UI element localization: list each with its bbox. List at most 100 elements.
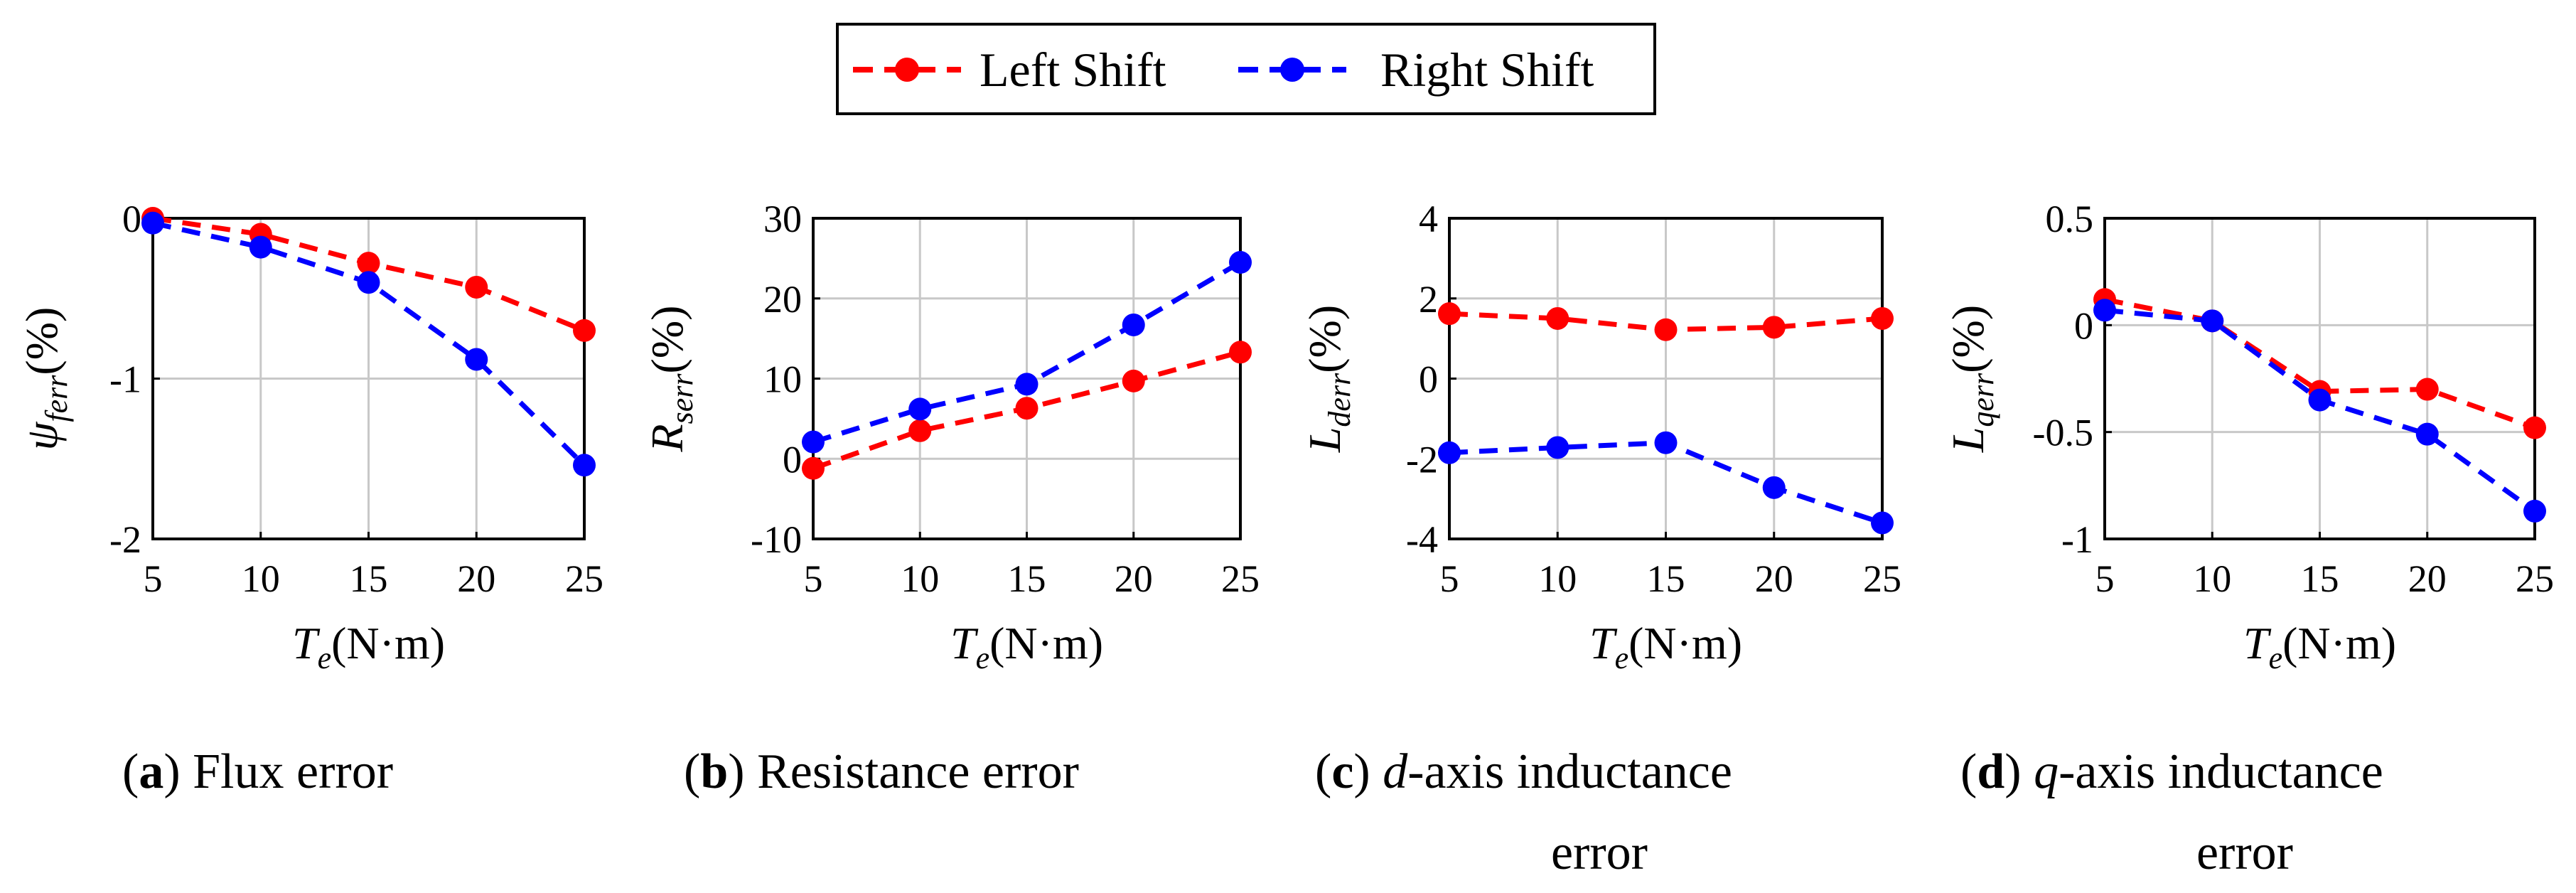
xaxis-label-b: Te(N·m)	[950, 618, 1103, 675]
yaxis-label-c: Lderr(%)	[1299, 305, 1357, 453]
ytick-label-d-0: -1	[2061, 518, 2093, 561]
point-right-shift-d-2	[2308, 388, 2331, 412]
xaxis-label-main-c: T	[1589, 618, 1618, 668]
point-left-shift-c-0	[1438, 302, 1461, 326]
point-right-shift-d-4	[2523, 499, 2546, 523]
caption-text-c: -axis inductance	[1407, 744, 1732, 799]
caption-paren-open-c: (	[1315, 744, 1331, 799]
xtick-label-b-4: 25	[1221, 557, 1260, 600]
xtick-label-a-4: 25	[565, 557, 603, 600]
yaxis-label-unit-d: (%)	[1943, 305, 1993, 373]
caption-a: (a) Flux error	[122, 744, 393, 799]
xtick-label-c-2: 15	[1647, 557, 1685, 600]
xaxis-label-d: Te(N·m)	[2243, 618, 2396, 675]
yaxis-label-main-d: L	[1943, 427, 1993, 454]
point-right-shift-c-4	[1871, 511, 1894, 535]
series-line-left-shift-d	[2104, 296, 2536, 430]
ytick-label-b-2: 10	[763, 358, 802, 401]
caption-b: (b) Resistance error	[684, 744, 1079, 799]
yaxis-label-unit-a: (%)	[16, 307, 67, 375]
point-right-shift-a-2	[357, 271, 380, 294]
caption-line2-c: error	[1551, 825, 1648, 880]
caption-paren-close-a: )	[163, 744, 193, 799]
yaxis-label-sub-a: ferr	[39, 375, 74, 422]
ytick-label-a-2: 0	[122, 198, 141, 240]
yaxis-label-d: Lqerr(%)	[1943, 305, 2000, 453]
point-left-shift-c-1	[1546, 306, 1569, 330]
point-left-shift-c-2	[1654, 318, 1678, 341]
xtick-label-d-4: 25	[2516, 557, 2554, 600]
point-right-shift-c-1	[1546, 436, 1569, 459]
caption-line2-d: error	[2196, 825, 2293, 880]
xaxis-label-unit-b: (N·m)	[989, 618, 1103, 668]
xaxis-label-sub-a: e	[318, 641, 332, 675]
point-right-shift-c-3	[1762, 476, 1786, 499]
yaxis-label-a: ψferr(%)	[16, 307, 74, 451]
ytick-label-b-4: 30	[763, 198, 802, 240]
point-right-shift-a-3	[465, 348, 488, 371]
caption-italic-c: d	[1383, 744, 1408, 799]
yaxis-label-b: Rserr(%)	[642, 306, 699, 453]
ytick-label-b-1: 0	[783, 438, 802, 481]
xaxis-label-unit-d: (N·m)	[2282, 618, 2396, 668]
ytick-label-b-0: -10	[751, 518, 802, 561]
yaxis-label-unit-b: (%)	[642, 306, 692, 374]
xaxis-label-main-d: T	[2243, 618, 2272, 668]
xtick-label-a-2: 15	[350, 557, 388, 600]
legend-marker-right-shift	[1280, 58, 1304, 82]
xaxis-label-sub-c: e	[1615, 641, 1629, 675]
point-left-shift-a-3	[465, 275, 488, 299]
yaxis-label-sub-c: derr	[1322, 373, 1357, 427]
xtick-label-b-0: 5	[804, 557, 823, 600]
xaxis-label-main-b: T	[950, 618, 979, 668]
point-left-shift-b-3	[1122, 369, 1145, 392]
point-left-shift-c-4	[1871, 306, 1894, 330]
yaxis-label-unit-c: (%)	[1299, 305, 1350, 373]
point-right-shift-b-1	[908, 397, 932, 421]
xtick-label-d-2: 15	[2301, 557, 2339, 600]
xtick-label-a-3: 20	[457, 557, 495, 600]
legend-label-right-shift: Right Shift	[1380, 43, 1594, 97]
ytick-label-d-1: -0.5	[2033, 412, 2093, 454]
yaxis-label-sub-d: qerr	[1965, 373, 2000, 427]
xtick-label-d-1: 10	[2193, 557, 2231, 600]
xtick-label-b-1: 10	[901, 557, 939, 600]
point-right-shift-b-0	[802, 430, 825, 454]
ytick-label-c-0: -4	[1406, 518, 1438, 561]
caption-paren-close-c: )	[1353, 744, 1383, 799]
point-right-shift-d-0	[2093, 299, 2116, 322]
xaxis-label-unit-a: (N·m)	[331, 618, 445, 668]
point-right-shift-a-1	[249, 235, 272, 259]
point-left-shift-b-0	[802, 456, 825, 480]
caption-paren-open-b: (	[684, 744, 700, 799]
xtick-label-c-1: 10	[1538, 557, 1577, 600]
yaxis-label-main-c: L	[1299, 427, 1350, 454]
xaxis-label-a: Te(N·m)	[292, 618, 445, 675]
point-left-shift-b-4	[1229, 341, 1252, 364]
yaxis-label-main-b: R	[642, 424, 692, 452]
caption-d: (d) q-axis inductance	[1960, 744, 2383, 799]
point-right-shift-d-1	[2201, 309, 2224, 333]
legend-label-left-shift: Left Shift	[980, 43, 1166, 97]
xtick-label-c-0: 5	[1440, 557, 1459, 600]
ytick-label-c-3: 2	[1419, 278, 1438, 321]
caption-letter-c: c	[1331, 744, 1353, 799]
point-left-shift-b-2	[1015, 397, 1039, 420]
caption-text-d: -axis inductance	[2059, 744, 2383, 799]
point-right-shift-b-2	[1015, 373, 1039, 396]
point-left-shift-d-4	[2523, 416, 2546, 439]
xtick-label-a-0: 5	[144, 557, 163, 600]
yaxis-label-sub-b: serr	[665, 373, 699, 424]
xtick-label-d-3: 20	[2408, 557, 2447, 600]
ytick-label-a-1: -1	[109, 358, 141, 401]
point-left-shift-c-3	[1762, 316, 1786, 339]
point-right-shift-b-3	[1122, 313, 1145, 336]
xaxis-label-unit-c: (N·m)	[1628, 618, 1742, 668]
xtick-label-c-4: 25	[1863, 557, 1901, 600]
caption-c: (c) d-axis inductance	[1315, 744, 1732, 799]
ytick-label-d-2: 0	[2074, 304, 2093, 347]
xtick-label-b-2: 15	[1008, 557, 1046, 600]
point-right-shift-b-4	[1229, 251, 1252, 274]
